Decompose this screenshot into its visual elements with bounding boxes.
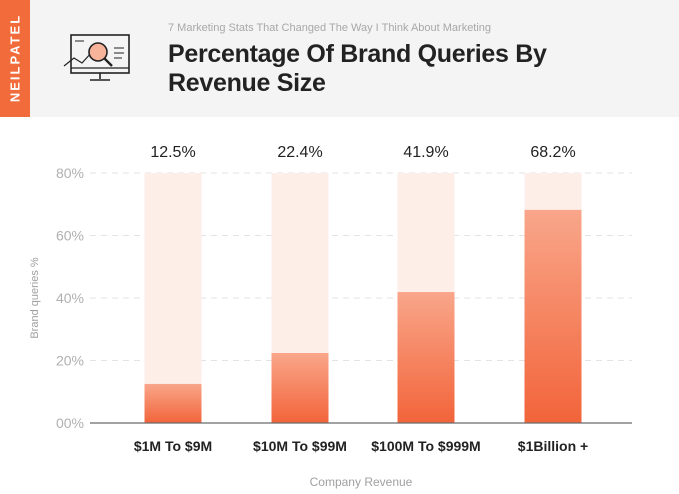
chart-title: Percentage Of Brand Queries By Revenue S… [168,40,547,97]
x-tick-label: $10M To $99M [253,438,347,454]
bar-chart: 00% 20% 40% 60% 80% 12.5% $1M To $9M 22.4% $10M … [29,144,632,489]
y-tick-label: 80% [56,165,84,181]
x-tick-label: $100M To $999M [371,438,480,454]
header-panel: NEILPATEL 7 Marketing Stats That Changed… [0,0,679,117]
y-tick-label: 00% [56,415,84,431]
bar [144,383,202,423]
x-axis-title: Company Revenue [310,475,413,489]
data-label: 68.2% [530,144,575,161]
y-tick-label: 40% [56,290,84,306]
brand-logo: NEILPATEL [7,13,23,103]
bar [397,292,455,423]
bar [524,209,582,423]
y-tick-label: 60% [56,228,84,244]
monitor-magnifier-icon [63,34,130,81]
chart-subtitle: 7 Marketing Stats That Changed The Way I… [168,22,492,34]
data-label: 22.4% [277,144,322,161]
brand-strip: NEILPATEL [0,0,30,117]
data-label: 41.9% [403,144,448,161]
y-axis-title: Brand queries % [29,257,41,339]
x-tick-label: $1M To $9M [134,438,212,454]
data-label: 12.5% [150,144,195,161]
y-tick-label: 20% [56,353,84,369]
bar-track [144,173,202,423]
bar [271,353,329,423]
x-tick-label: $1Billion + [518,438,588,454]
